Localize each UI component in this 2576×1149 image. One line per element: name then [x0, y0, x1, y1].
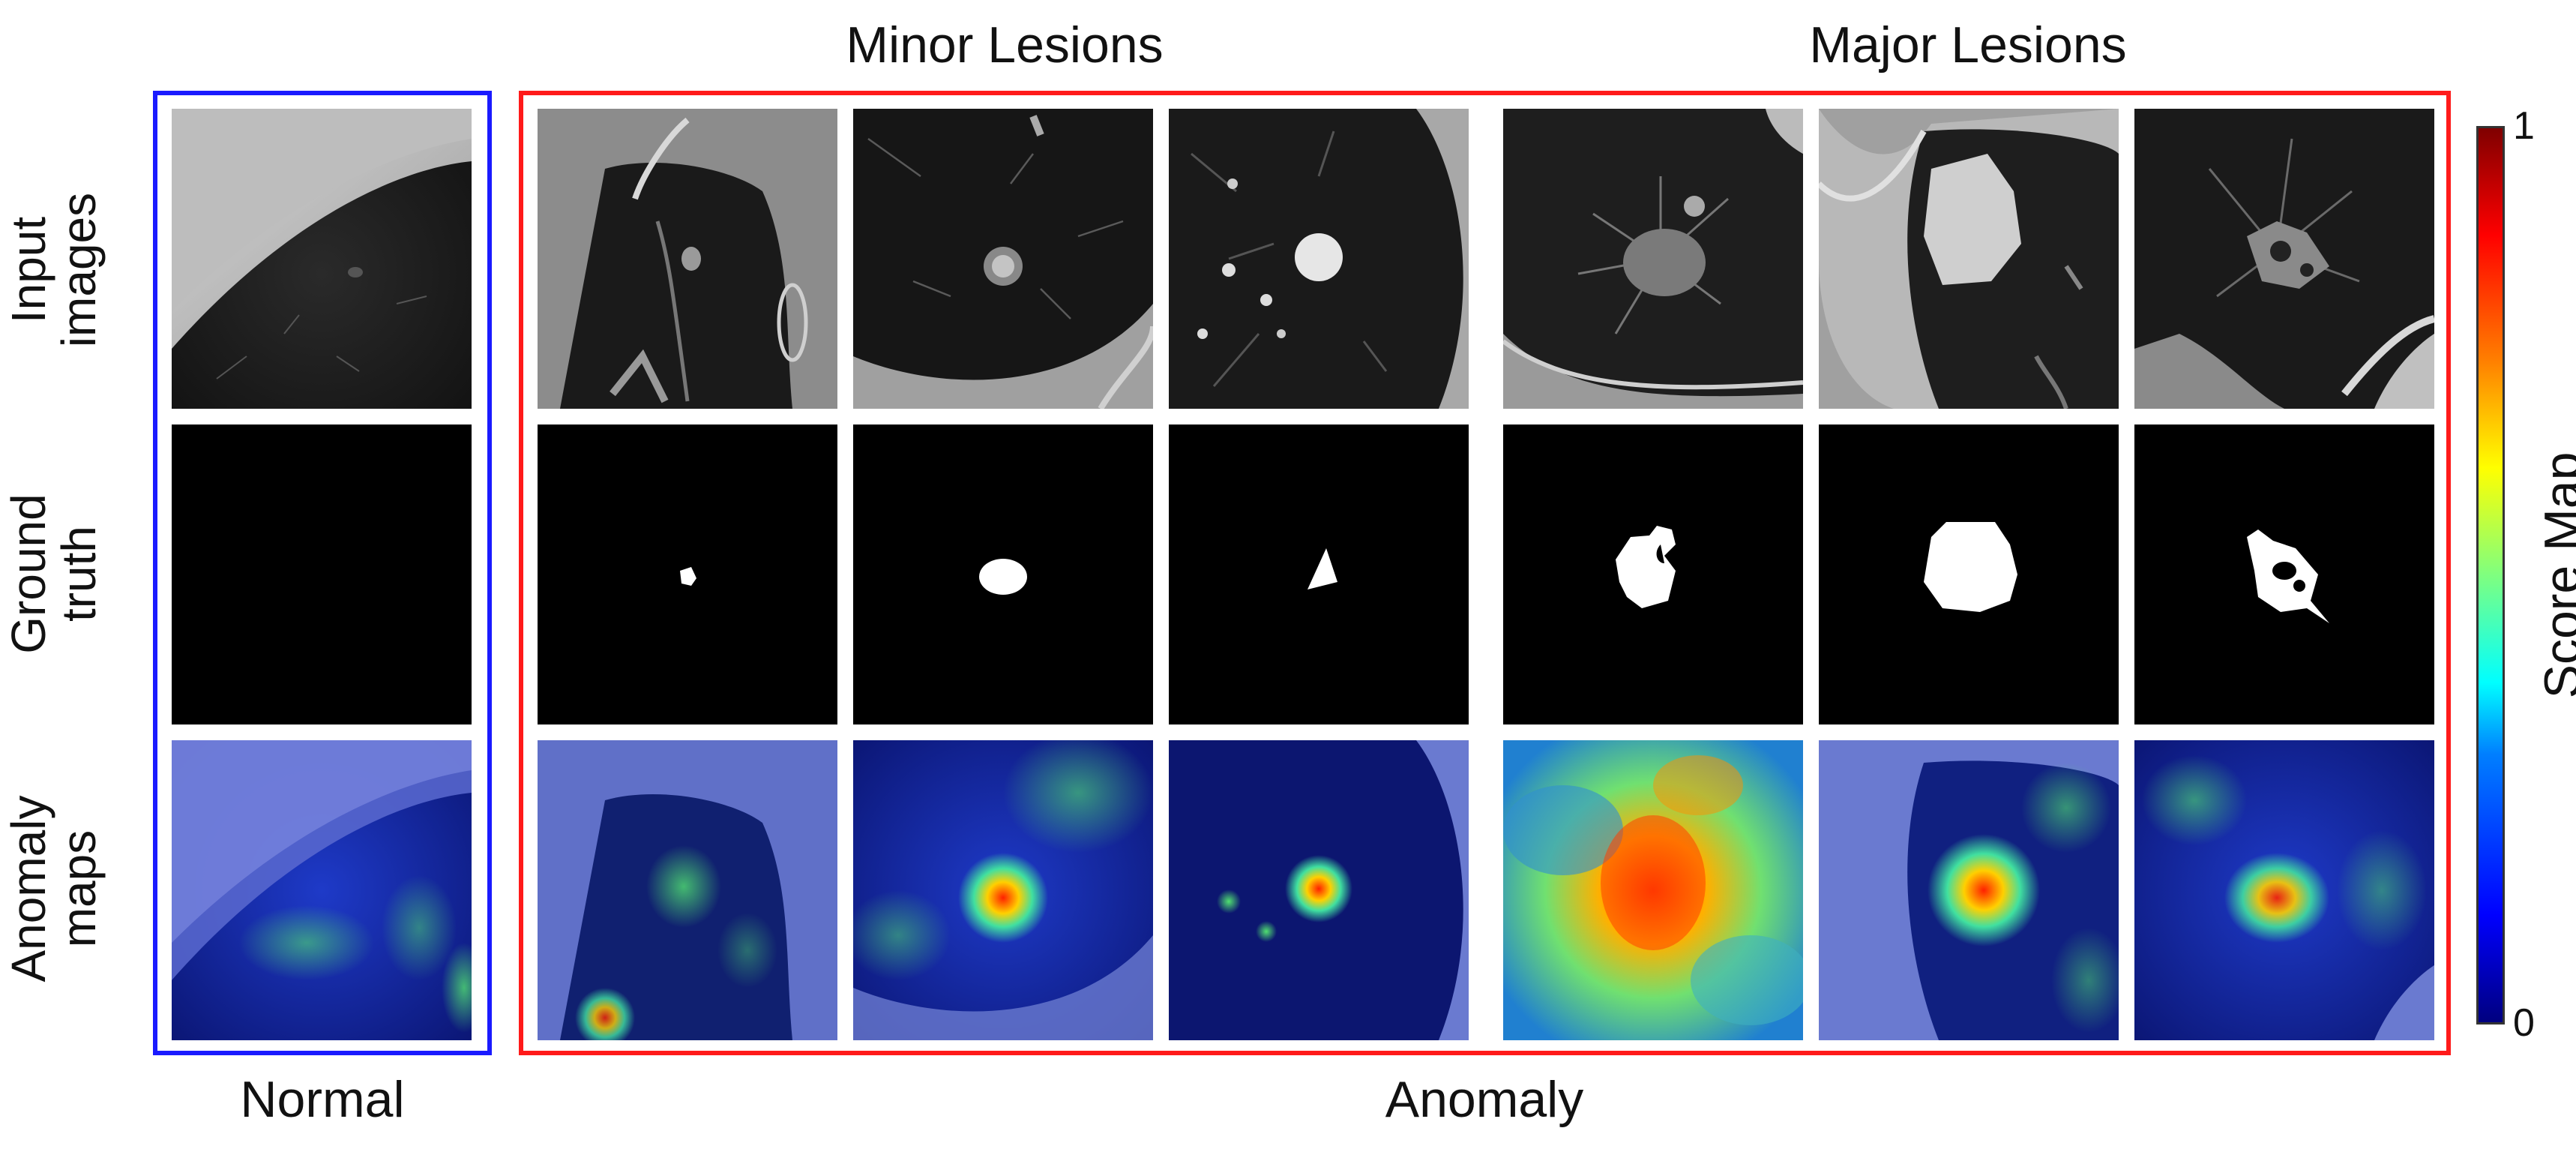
anomaly-map-minor-1 [538, 740, 837, 1040]
colorbar-title: Score Map [2533, 452, 2576, 699]
input-image-minor-1 [538, 109, 837, 409]
ground-truth-normal [172, 424, 472, 724]
input-image-normal [172, 109, 472, 409]
input-image-minor-2 [853, 109, 1153, 409]
anomaly-footer: Anomaly [1260, 1074, 1709, 1125]
anomaly-map-minor-3 [1169, 740, 1469, 1040]
input-image-major-1 [1503, 109, 1803, 409]
row-label-anomaly-maps: Anomaly maps [4, 796, 104, 982]
anomaly-map-major-1 [1503, 740, 1803, 1040]
colorbar-min-label: 0 [2513, 1000, 2535, 1046]
ground-truth-major-1 [1503, 424, 1803, 724]
colorbar-max-label: 1 [2513, 104, 2535, 148]
row-label-ground-truth: Ground truth [4, 494, 104, 653]
ground-truth-major-3 [2134, 424, 2434, 724]
major-lesions-header: Major Lesions [1713, 20, 2223, 70]
anomaly-map-normal [172, 740, 472, 1040]
anomaly-map-major-3 [2134, 740, 2434, 1040]
anomaly-map-minor-2 [853, 740, 1153, 1040]
input-image-minor-3 [1169, 109, 1469, 409]
ground-truth-major-2 [1819, 424, 2119, 724]
ground-truth-minor-2 [853, 424, 1153, 724]
ground-truth-minor-3 [1169, 424, 1469, 724]
normal-footer: Normal [172, 1074, 472, 1125]
ground-truth-minor-1 [538, 424, 837, 724]
input-image-major-2 [1819, 109, 2119, 409]
minor-lesions-header: Minor Lesions [750, 20, 1260, 70]
input-image-major-3 [2134, 109, 2434, 409]
anomaly-map-major-2 [1819, 740, 2119, 1040]
row-label-input-images: Input images [4, 193, 104, 347]
score-colorbar [2476, 126, 2505, 1024]
